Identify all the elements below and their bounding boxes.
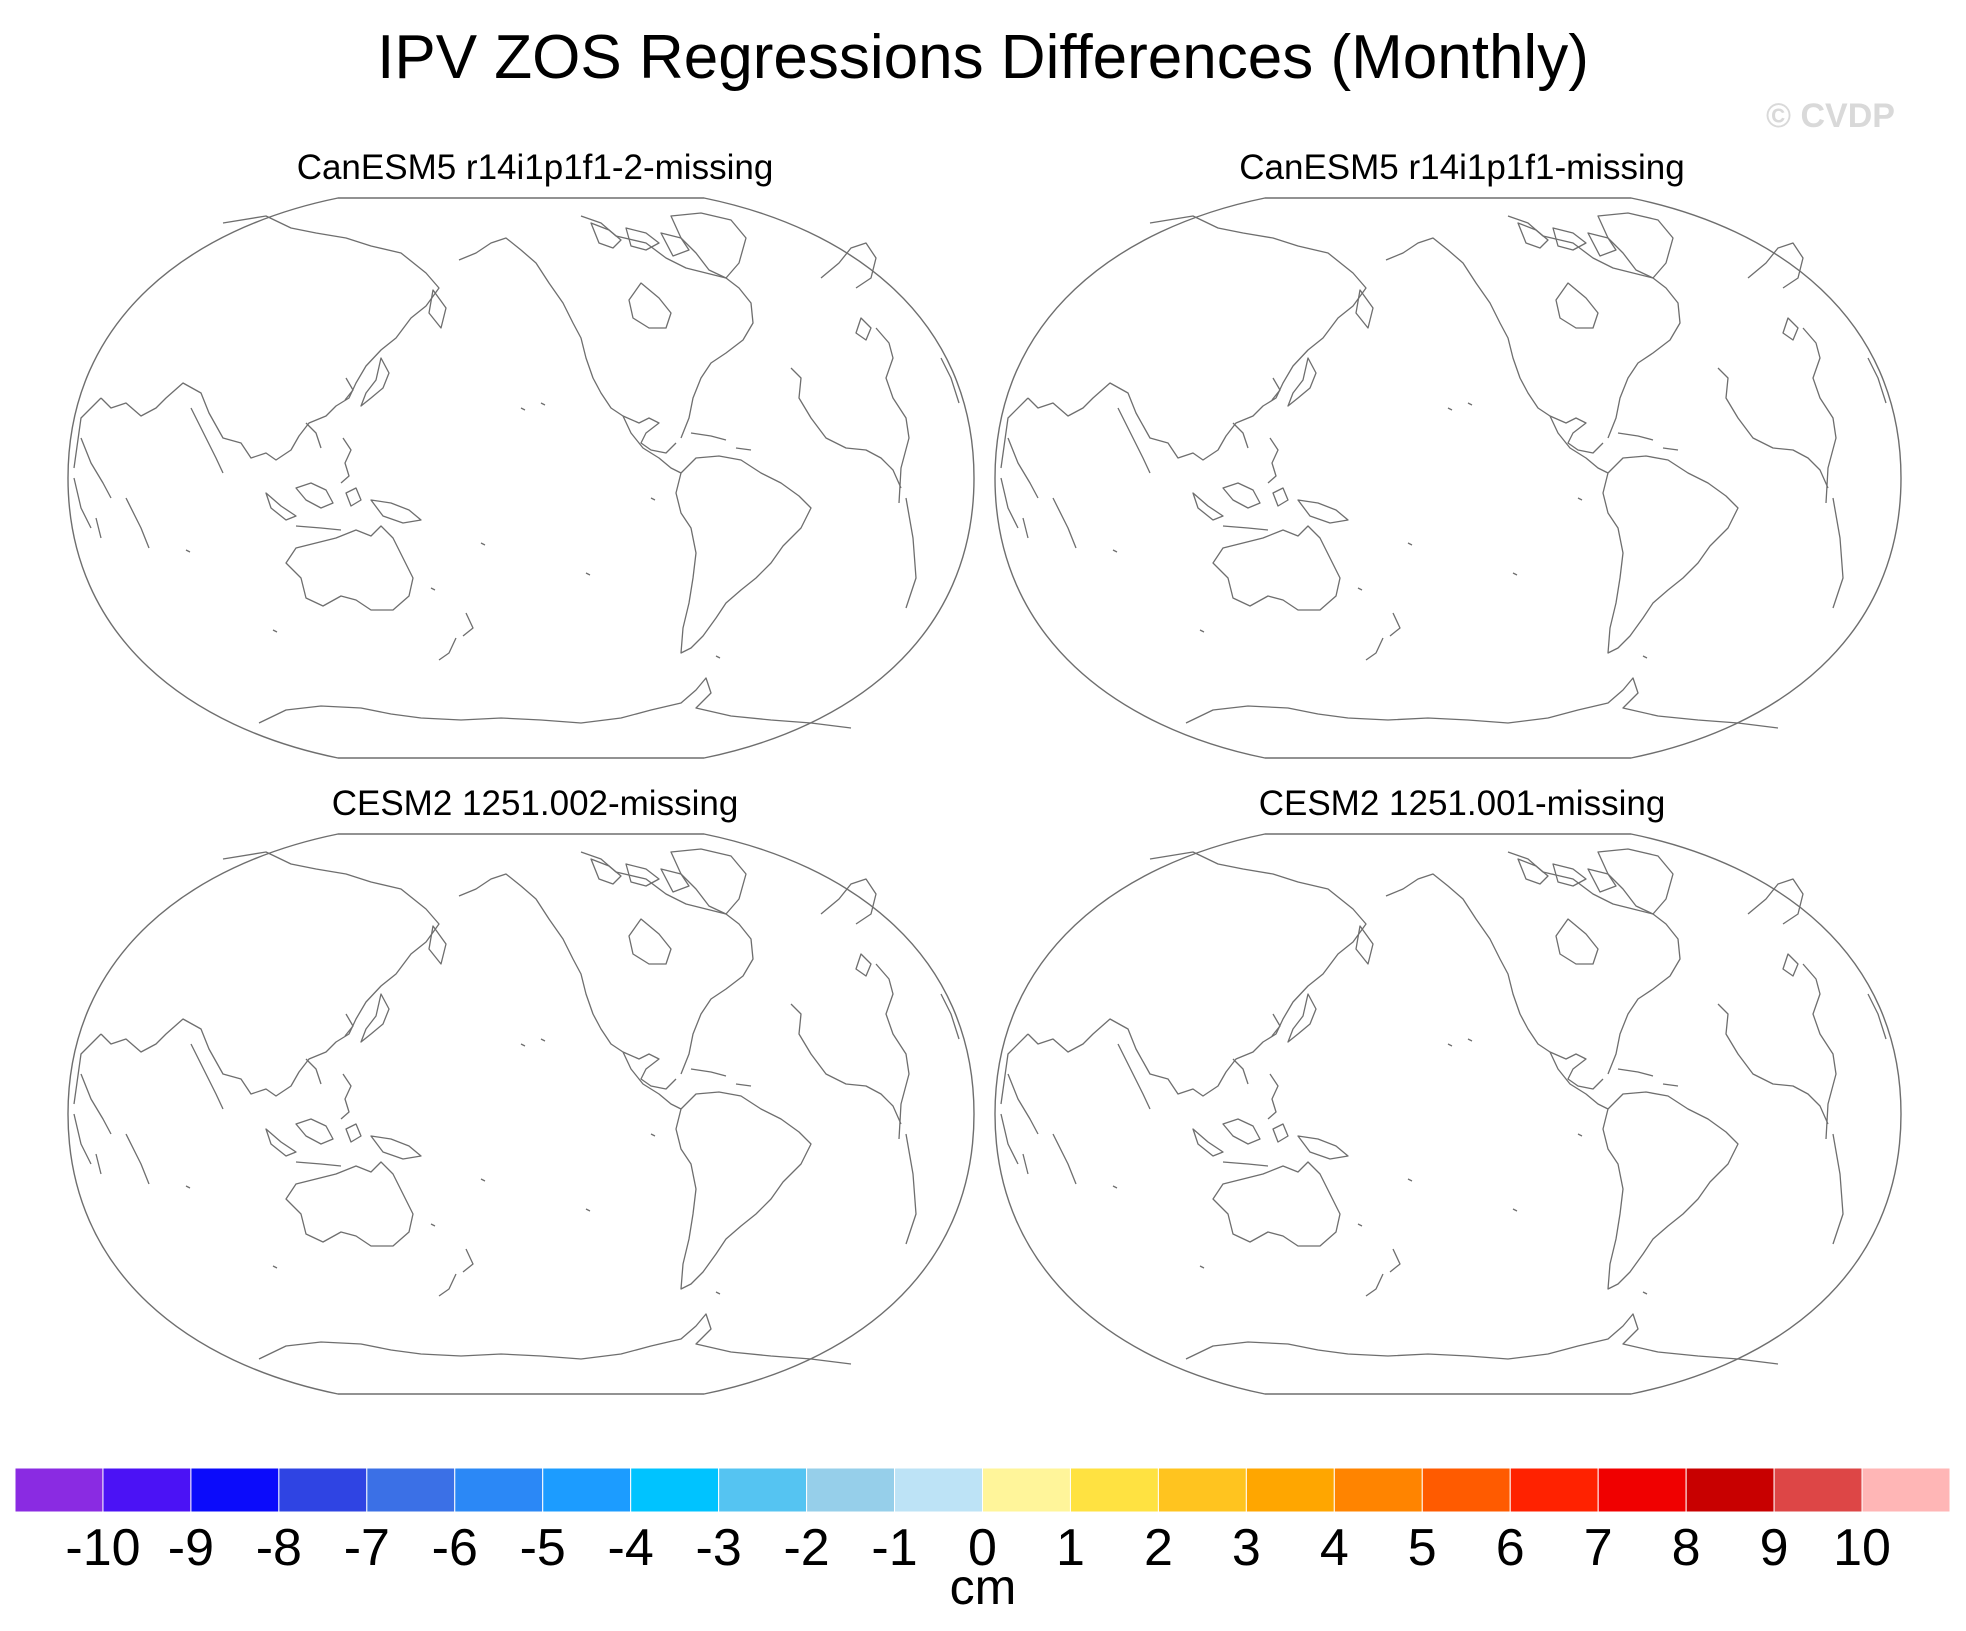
colorbar-tick-label: -5	[519, 1519, 566, 1577]
colorbar-box	[542, 1467, 632, 1513]
colorbar-tick-label: 5	[1407, 1519, 1437, 1577]
colorbar-tick-label: 10	[1833, 1519, 1891, 1577]
colorbar-box	[1421, 1467, 1511, 1513]
colorbar-tick-label: -9	[167, 1519, 215, 1577]
colorbar-box	[1069, 1467, 1159, 1513]
colorbar-tick-label: 1	[1055, 1519, 1085, 1577]
colorbar-box	[278, 1467, 368, 1513]
colorbar-units: cm	[949, 1559, 1017, 1615]
colorbar-box	[454, 1467, 544, 1513]
colorbar-box	[718, 1467, 808, 1513]
colorbar-box	[894, 1467, 984, 1513]
colorbar-box	[1157, 1467, 1247, 1513]
colorbar-box	[14, 1467, 104, 1513]
colorbar-box	[102, 1467, 192, 1513]
colorbar-box	[366, 1467, 456, 1513]
colorbar-tick-label: 4	[1319, 1519, 1349, 1577]
colorbar-box	[190, 1467, 280, 1513]
colorbar-tick-label: 9	[1759, 1519, 1789, 1577]
colorbar-box	[1509, 1467, 1599, 1513]
colorbar-tick-label: -4	[607, 1519, 654, 1577]
colorbar-tick-label: -1	[871, 1519, 918, 1577]
panel-title-bottom-right: CESM2 1251.001-missing	[1258, 784, 1666, 823]
colorbar-tick-label: -2	[783, 1519, 830, 1577]
colorbar-tick-label: 3	[1231, 1519, 1261, 1577]
colorbar-tick-label: 6	[1495, 1519, 1525, 1577]
colorbar-box	[1245, 1467, 1335, 1513]
panel-title-top-left: CanESM5 r14i1p1f1-2-missing	[296, 148, 774, 187]
colorbar-tick-label: -6	[431, 1519, 478, 1577]
colorbar-tick-label: 7	[1583, 1519, 1613, 1577]
colorbar-box	[1597, 1467, 1687, 1513]
colorbar-tick-label: 0	[968, 1519, 997, 1577]
colorbar-box	[806, 1467, 896, 1513]
panel-title-top-right: CanESM5 r14i1p1f1-missing	[1239, 148, 1685, 187]
colorbar-tick-label: -7	[343, 1519, 390, 1577]
colorbar-box	[1333, 1467, 1423, 1513]
colorbar-box	[982, 1467, 1071, 1513]
colorbar-tick-label: -3	[695, 1519, 742, 1577]
panel-title-bottom-left: CESM2 1251.002-missing	[331, 784, 739, 823]
colorbar-box	[1773, 1467, 1863, 1513]
colorbar-tick-label: -10	[65, 1519, 141, 1577]
cvdp-watermark: © CVDP	[1766, 97, 1895, 135]
figure-title: IPV ZOS Regressions Differences (Monthly…	[377, 23, 1589, 92]
colorbar-tick-label: -8	[255, 1519, 302, 1577]
colorbar-box	[1685, 1467, 1775, 1513]
colorbar-tick-label: 2	[1143, 1519, 1173, 1577]
colorbar-tick-label: 8	[1671, 1519, 1701, 1577]
colorbar-box	[1861, 1467, 1951, 1513]
colorbar-box	[630, 1467, 720, 1513]
